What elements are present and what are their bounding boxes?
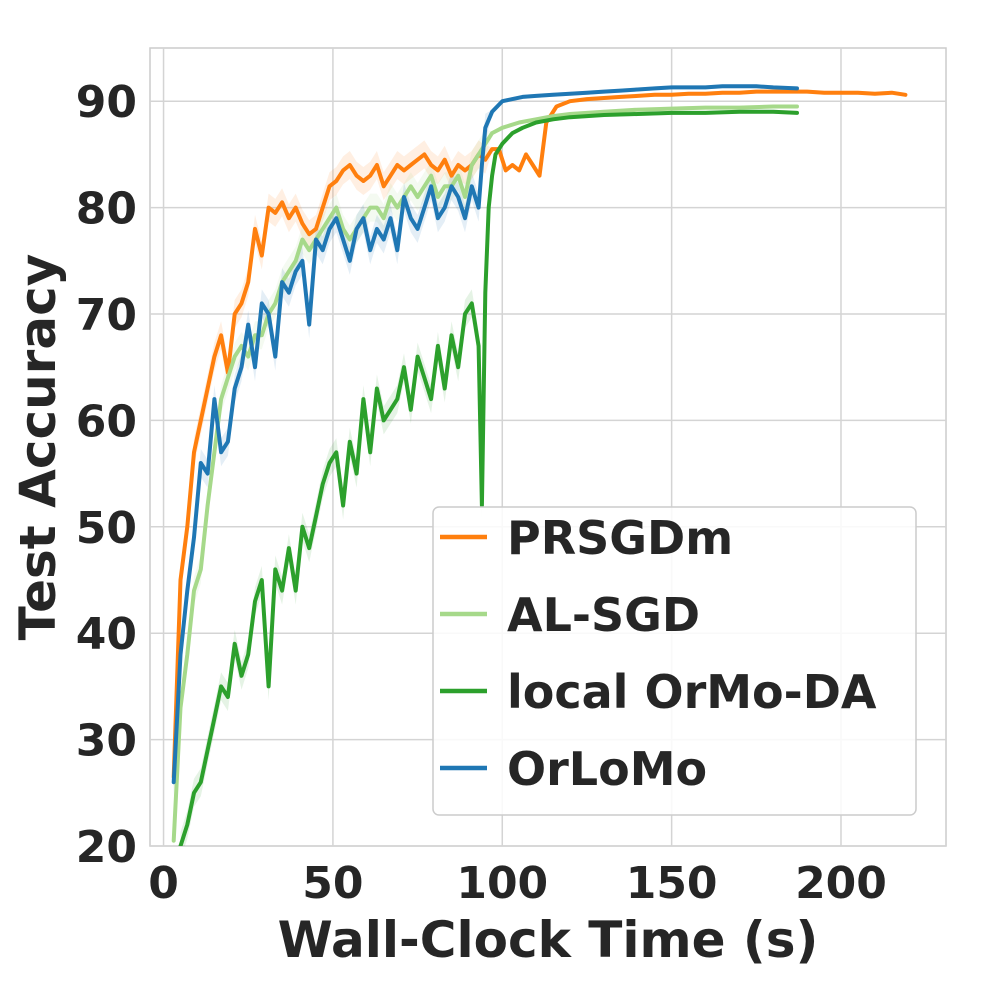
y-tick-label: 80 (76, 184, 137, 235)
y-tick-label: 90 (76, 77, 137, 128)
x-tick-label: 50 (302, 858, 363, 909)
y-axis-title: Test Accuracy (9, 254, 67, 641)
x-tick-label: 0 (148, 858, 179, 909)
series-lines (171, 84, 908, 846)
x-tick-labels: 0 50 100 150 200 (148, 858, 887, 909)
x-tick-label: 100 (456, 858, 548, 909)
y-tick-label: 60 (76, 396, 137, 447)
series-line-prsgdm (171, 89, 908, 779)
y-tick-labels: 20 30 40 50 60 70 80 90 (76, 77, 137, 873)
y-tick-label: 70 (76, 290, 137, 341)
y-tick-label: 50 (76, 503, 137, 554)
x-tick-label: 200 (795, 858, 887, 909)
y-tick-label: 20 (76, 822, 137, 873)
series-line-al-sgd (171, 104, 799, 843)
legend-label-al-sgd: AL-SGD (507, 588, 700, 642)
y-tick-label: 40 (76, 609, 137, 660)
legend: PRSGDm AL-SGD local OrMo-DA OrLoMo (432, 506, 917, 816)
legend-label-orlomo: OrLoMo (507, 742, 707, 796)
legend-label-prsgdm: PRSGDm (507, 511, 733, 565)
series-line-local-ormo-da (178, 109, 799, 846)
x-axis-title: Wall-Clock Time (s) (278, 911, 819, 969)
legend-box (432, 506, 917, 816)
series-line-orlomo (171, 84, 799, 785)
x-tick-label: 150 (626, 858, 718, 909)
legend-label-local-ormo-da: local OrMo-DA (507, 665, 877, 719)
y-tick-label: 30 (76, 716, 137, 767)
